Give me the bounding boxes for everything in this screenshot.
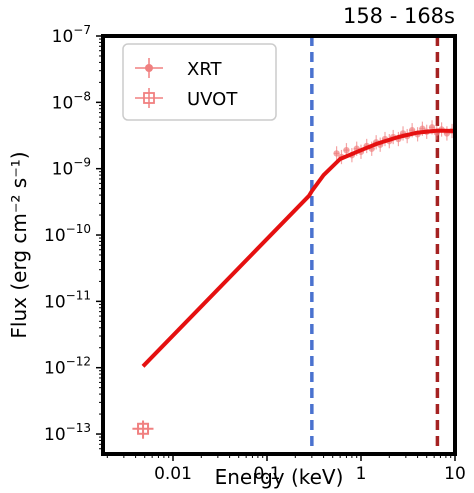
x-tick-label: 10	[444, 464, 466, 484]
y-tick-label: 10−13	[44, 421, 91, 445]
y-tick-label: 10−11	[44, 288, 91, 312]
legend-uvot-label: UVOT	[187, 89, 238, 110]
legend-xrt-marker	[145, 64, 153, 72]
x-tick-label: 0.01	[154, 464, 192, 484]
legend-uvot-marker	[143, 92, 155, 104]
x-axis-title: Energy (keV)	[215, 465, 344, 489]
y-tick-label: 10−8	[52, 89, 91, 113]
y-tick-label: 10−12	[44, 355, 91, 379]
xrt-point	[333, 150, 340, 157]
model-line	[141, 128, 455, 368]
y-axis-title: Flux (erg cm⁻² s⁻¹)	[7, 151, 31, 338]
legend-xrt-label: XRT	[187, 59, 223, 80]
xrt-point	[343, 146, 350, 154]
legend-box	[122, 43, 277, 121]
chart-title: 158 - 168s	[343, 4, 455, 28]
y-tick-label: 10−9	[52, 156, 91, 180]
x-tick-label: 0.1	[253, 464, 280, 484]
y-tick-label: 10−7	[52, 23, 91, 47]
uvot-point	[137, 422, 150, 435]
xrt-point	[428, 124, 436, 131]
x-tick-label: 1	[356, 464, 367, 484]
y-tick-label: 10−10	[44, 222, 91, 246]
